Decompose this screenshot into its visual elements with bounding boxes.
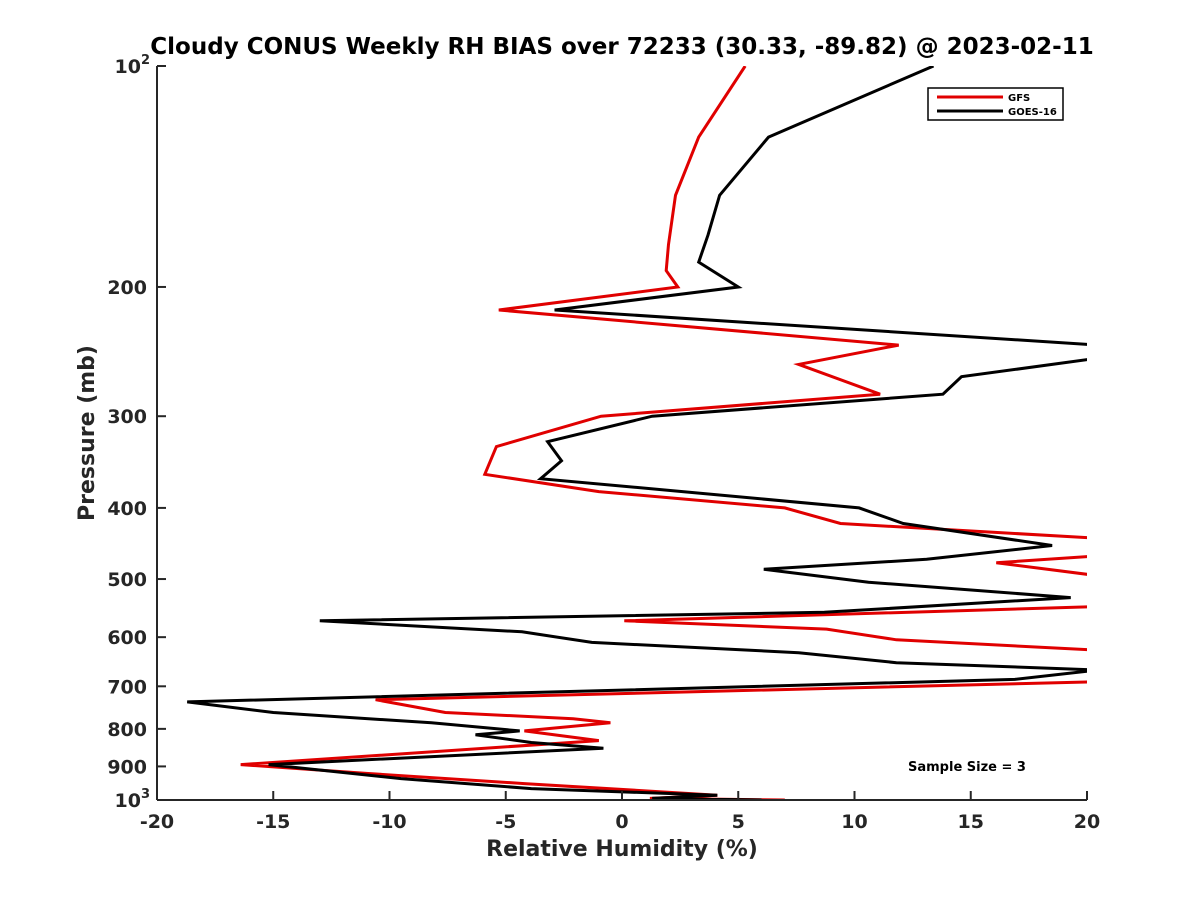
legend-label-gfs: GFS — [1008, 93, 1030, 104]
y-ticks: 102 200 300 400 500 600 700 800 900 103 — [107, 53, 166, 812]
y-tick-label: 900 — [107, 756, 147, 778]
y-tick-label: 700 — [107, 676, 147, 698]
x-tick-label: -5 — [495, 811, 516, 833]
y-tick-label: 800 — [107, 719, 147, 741]
y-tick-label: 200 — [107, 277, 147, 299]
x-tick-label: -15 — [256, 811, 290, 833]
series-line-gfs — [240, 66, 1087, 801]
x-ticks: -20 -15 -10 -5 0 5 10 15 20 — [140, 791, 1100, 833]
y-tick-label: 500 — [107, 569, 147, 591]
y-tick-label: 400 — [107, 498, 147, 520]
y-tick-label: 102 — [115, 53, 151, 78]
legend-box — [927, 87, 1064, 121]
legend-label-goes16: GOES-16 — [1008, 107, 1057, 118]
series-line-goes16 — [187, 66, 1087, 801]
x-tick-label: 0 — [615, 811, 628, 833]
x-tick-label: 20 — [1074, 811, 1100, 833]
x-tick-label: 10 — [841, 811, 867, 833]
x-tick-label: 5 — [732, 811, 745, 833]
y-tick-label: 103 — [115, 787, 151, 812]
chart-title: Cloudy CONUS Weekly RH BIAS over 72233 (… — [150, 34, 1093, 60]
x-axis-label: Relative Humidity (%) — [486, 837, 758, 862]
plot-area: -20 -15 -10 -5 0 5 10 15 20 102 200 300 400 500 600 70… — [107, 53, 1100, 833]
y-tick-label: 300 — [107, 406, 147, 428]
legend: GFS GOES-16 — [927, 87, 1064, 121]
x-tick-label: 15 — [958, 811, 984, 833]
x-tick-label: -10 — [372, 811, 406, 833]
y-tick-label: 600 — [107, 627, 147, 649]
y-axis-label: Pressure (mb) — [75, 345, 100, 521]
x-tick-label: -20 — [140, 811, 174, 833]
sample-size-annotation: Sample Size = 3 — [908, 760, 1026, 775]
series-layer — [187, 66, 1087, 801]
